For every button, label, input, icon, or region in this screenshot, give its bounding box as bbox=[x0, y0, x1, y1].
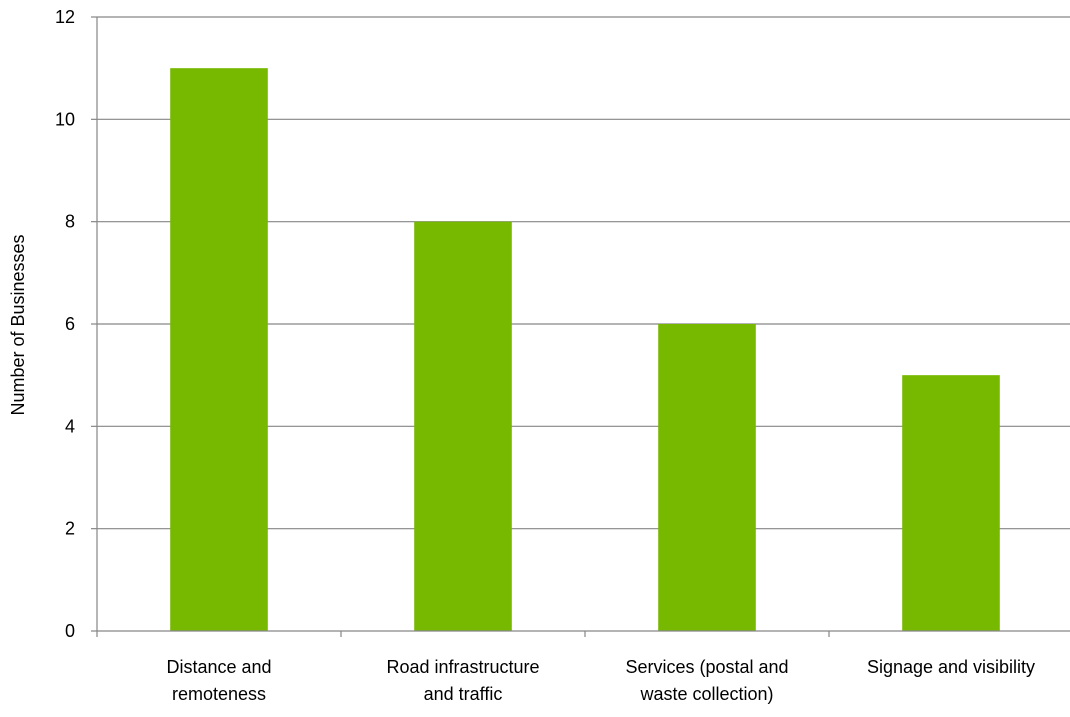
x-category-label: Signage and visibility bbox=[867, 657, 1035, 677]
x-category-label: Services (postal and waste collection) bbox=[625, 657, 788, 704]
bar bbox=[902, 375, 1000, 631]
y-tick-label: 10 bbox=[55, 109, 75, 129]
y-tick-label: 0 bbox=[65, 621, 75, 641]
x-category-label: Road infrastructure and traffic bbox=[386, 657, 539, 704]
x-category-label-line: Services (postal and bbox=[625, 657, 788, 677]
bar bbox=[414, 221, 512, 631]
x-category-label-line: Distance and bbox=[166, 657, 271, 677]
x-category-label-line: Signage and visibility bbox=[867, 657, 1035, 677]
y-tick-label: 4 bbox=[65, 416, 75, 436]
bar bbox=[170, 68, 268, 631]
x-category-label-line: remoteness bbox=[172, 684, 266, 704]
axes bbox=[91, 16, 1070, 637]
y-tick-label: 2 bbox=[65, 519, 75, 539]
x-category-label: Distance and remoteness bbox=[166, 657, 271, 704]
y-tick-label: 6 bbox=[65, 314, 75, 334]
bars bbox=[170, 68, 1000, 631]
y-tick-label: 12 bbox=[55, 7, 75, 27]
y-tick-labels: 0 2 4 6 8 10 12 bbox=[55, 7, 75, 641]
y-axis-title: Number of Businesses bbox=[8, 234, 28, 415]
x-category-labels: Distance and remoteness Road infrastructur… bbox=[166, 657, 1035, 704]
x-category-label-line: and traffic bbox=[424, 684, 503, 704]
bar bbox=[658, 324, 756, 631]
x-category-label-line: waste collection) bbox=[639, 684, 773, 704]
y-tick-label: 8 bbox=[65, 212, 75, 232]
x-category-label-line: Road infrastructure bbox=[386, 657, 539, 677]
